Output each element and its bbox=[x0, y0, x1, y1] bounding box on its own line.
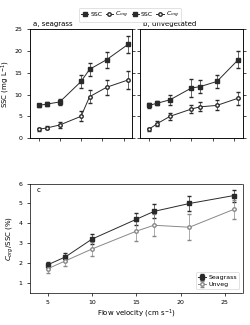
Legend: SSC, $C_{org}$, SSC, $C_{org}$: SSC, $C_{org}$, SSC, $C_{org}$ bbox=[79, 8, 181, 22]
Legend: Seagrass, Unveg: Seagrass, Unveg bbox=[196, 272, 240, 289]
Y-axis label: $C_{org}$/SSC (%): $C_{org}$/SSC (%) bbox=[4, 215, 16, 261]
Y-axis label: SSC (mg L$^{-1}$): SSC (mg L$^{-1}$) bbox=[0, 60, 12, 108]
Text: b, unvegetated: b, unvegetated bbox=[144, 21, 197, 28]
Text: a, seagrass: a, seagrass bbox=[33, 21, 73, 28]
Text: c: c bbox=[36, 187, 40, 193]
X-axis label: Flow velocity (cm s$^{-1}$): Flow velocity (cm s$^{-1}$) bbox=[97, 308, 176, 320]
